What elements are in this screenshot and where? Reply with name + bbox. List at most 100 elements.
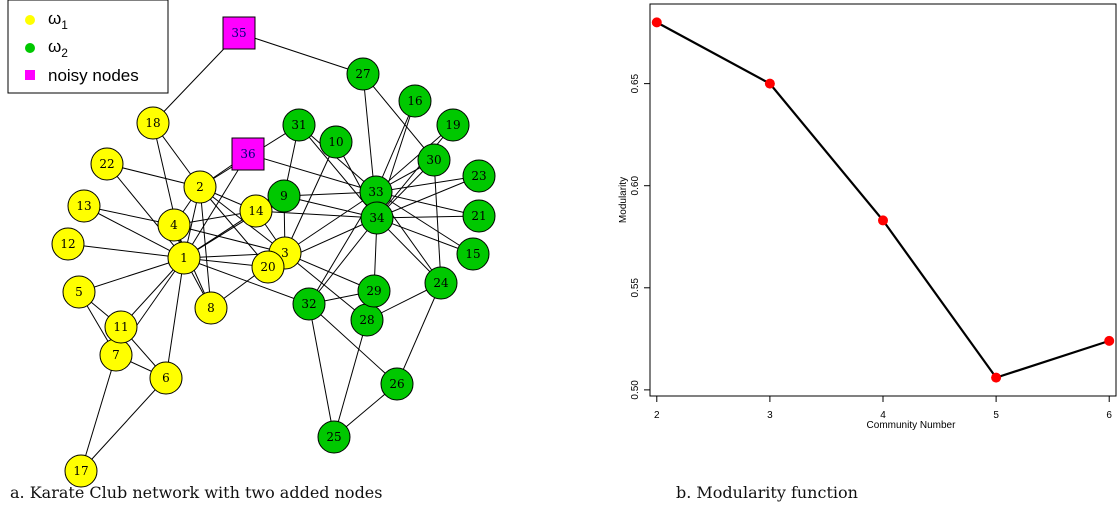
network-edge — [376, 217, 474, 255]
node-circle — [67, 189, 101, 223]
node-label: 12 — [60, 237, 75, 251]
network-node-23: 23 — [462, 159, 496, 193]
legend-marker-omega2 — [25, 43, 35, 53]
node-circle — [357, 274, 391, 308]
network-node-32: 32 — [292, 287, 326, 321]
y-tick-label: 0.65 — [630, 73, 641, 93]
network-node-22: 22 — [90, 147, 124, 181]
modularity-point — [1104, 335, 1115, 346]
node-circle — [380, 367, 414, 401]
legend-label-omega2: ω2 — [48, 37, 68, 60]
network-edge — [375, 175, 480, 193]
network-node-9: 9 — [267, 179, 301, 213]
network-node-8: 8 — [194, 291, 228, 325]
network-node-14: 14 — [239, 194, 273, 228]
network-edge — [199, 186, 212, 309]
node-circle — [51, 227, 85, 261]
network-node-29: 29 — [357, 274, 391, 308]
node-label: 14 — [248, 204, 264, 218]
node-circle — [194, 291, 228, 325]
network-edge — [308, 217, 378, 305]
chart-caption: b. Modularity function — [676, 483, 858, 502]
network-edge — [106, 163, 185, 259]
node-circle — [62, 275, 96, 309]
network-edge — [173, 224, 286, 254]
node-label: 18 — [145, 116, 160, 130]
network-node-10: 10 — [319, 125, 353, 159]
network-edge — [375, 100, 416, 193]
network-edge — [199, 186, 269, 268]
network-node-28: 28 — [350, 303, 384, 337]
network-edge — [308, 303, 335, 438]
node-circle — [157, 208, 191, 242]
network-node-4: 4 — [157, 208, 191, 242]
node-label: 33 — [368, 185, 383, 199]
x-tick-label: 3 — [767, 410, 773, 421]
node-label: 4 — [170, 218, 178, 232]
plot-frame — [649, 3, 1117, 397]
node-label: 8 — [207, 301, 215, 315]
x-tick-label: 5 — [993, 410, 999, 421]
network-edge — [308, 303, 398, 385]
network-edge — [375, 124, 454, 193]
network-node-12: 12 — [51, 227, 85, 261]
node-label: 1 — [180, 251, 188, 265]
node-label: 21 — [471, 209, 486, 223]
network-node-35: 35 — [222, 16, 256, 50]
network-node-20: 20 — [251, 250, 285, 284]
node-label: 20 — [260, 260, 275, 274]
legend-marker-noisy — [25, 70, 35, 80]
network-node-16: 16 — [398, 84, 432, 118]
node-label: 5 — [75, 285, 83, 299]
node-circle — [104, 310, 138, 344]
node-circle — [424, 266, 458, 300]
network-node-5: 5 — [62, 275, 96, 309]
y-tick-label: 0.55 — [630, 278, 641, 298]
modularity-point — [878, 215, 888, 226]
legend-marker-omega1 — [25, 15, 35, 25]
node-circle — [267, 179, 301, 213]
node-label: 24 — [433, 276, 449, 290]
node-label: 32 — [301, 297, 316, 311]
node-label: 29 — [366, 284, 381, 298]
node-circle — [282, 108, 316, 142]
node-circle — [360, 201, 394, 235]
network-edge — [238, 32, 364, 75]
node-label: 19 — [445, 118, 460, 132]
node-circle — [317, 420, 351, 454]
x-tick-label: 2 — [654, 410, 660, 421]
node-circle — [456, 237, 490, 271]
modularity-series — [651, 17, 1115, 383]
network-edge — [165, 257, 185, 379]
network-edge — [247, 153, 377, 193]
node-label: 6 — [162, 371, 170, 385]
network-node-24: 24 — [424, 266, 458, 300]
x-tick-label: 6 — [1106, 410, 1112, 421]
node-circle — [462, 199, 496, 233]
network-edge — [80, 354, 117, 472]
node-circle — [136, 106, 170, 140]
network-edge — [78, 257, 185, 293]
node-label: 34 — [369, 211, 385, 225]
network-edge — [433, 159, 442, 284]
network-node-34: 34 — [360, 201, 394, 235]
node-label: 2 — [196, 180, 204, 194]
network-legend: ω1 ω2 noisy nodes — [7, 0, 169, 94]
network-node-2: 2 — [183, 170, 217, 204]
node-label: 16 — [407, 94, 422, 108]
network-node-15: 15 — [456, 237, 490, 271]
noisy-node-square — [222, 16, 256, 50]
node-circle — [436, 108, 470, 142]
network-node-6: 6 — [149, 361, 183, 395]
node-label: 3 — [281, 246, 289, 260]
network-edge — [362, 73, 435, 161]
y-axis: 0.50 0.55 0.60 0.65 — [630, 73, 650, 400]
network-node-17: 17 — [64, 454, 98, 488]
node-label: 15 — [465, 247, 480, 261]
x-axis: 2 3 4 5 6 — [654, 396, 1112, 421]
network-node-13: 13 — [67, 189, 101, 223]
x-tick-label: 4 — [880, 410, 886, 421]
